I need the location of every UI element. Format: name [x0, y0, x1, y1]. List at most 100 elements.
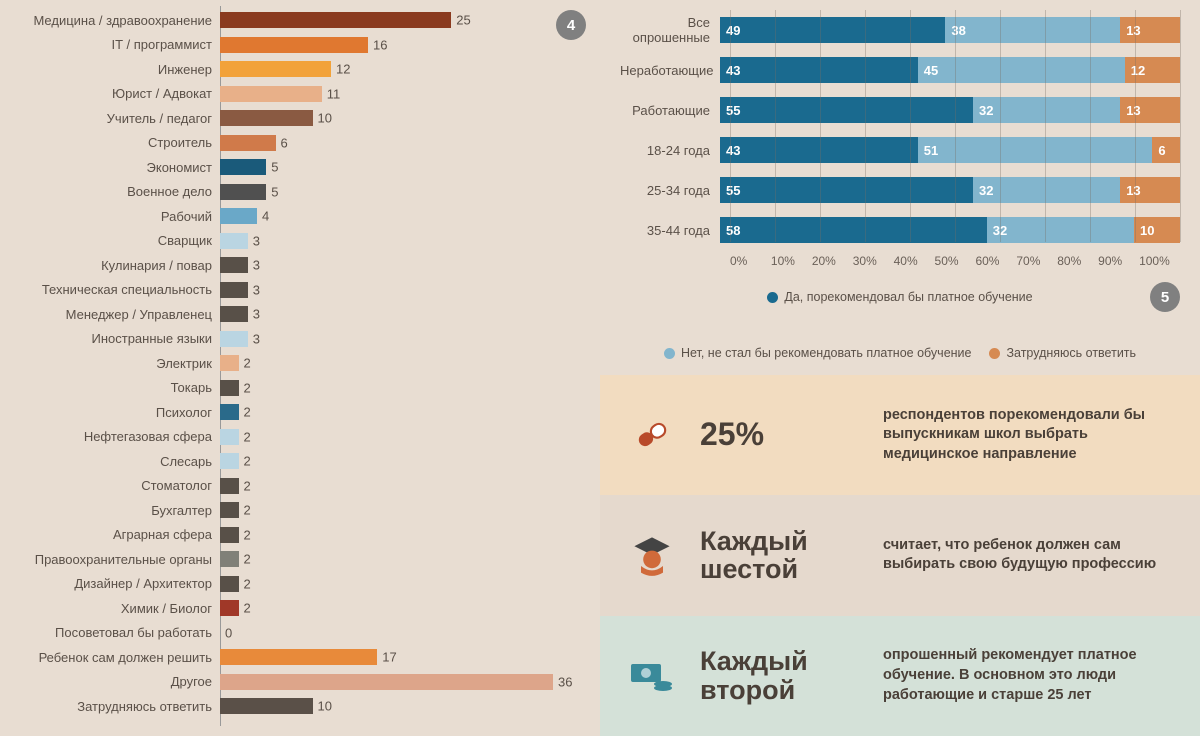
- legend-label: Нет, не стал бы рекомендовать платное об…: [681, 346, 972, 360]
- hbar-bar: 10: [220, 698, 313, 714]
- hbar-row: Техническая специальность3: [0, 278, 590, 303]
- hbar-value: 2: [239, 601, 251, 616]
- hbar-bar: 2: [220, 527, 239, 543]
- hbar-row: Военное дело5: [0, 180, 590, 205]
- info-text: опрошенный рекомендует платное обучение.…: [883, 646, 1178, 705]
- hbar-row: Слесарь2: [0, 449, 590, 474]
- hbar-value: 25: [451, 13, 470, 28]
- stacked-segment: 38: [945, 17, 1120, 43]
- stacked-segment: 32: [973, 97, 1120, 123]
- pill-icon: [622, 414, 682, 456]
- hbar-bar: 2: [220, 600, 239, 616]
- hbar-bar: 3: [220, 257, 248, 273]
- hbar-label: Инженер: [0, 62, 220, 77]
- hbar-bar: 2: [220, 551, 239, 567]
- stacked-bar: 493813: [720, 17, 1180, 43]
- hbar-row: Нефтегазовая сфера2: [0, 425, 590, 450]
- stacked-row: 35-44 года583210: [620, 210, 1180, 250]
- hbar-bar: 36: [220, 674, 553, 690]
- hbar-row: Строитель6: [0, 131, 590, 156]
- hbar-row: Юрист / Адвокат11: [0, 82, 590, 107]
- hbar-value: 0: [220, 625, 232, 640]
- hbar-row: Аграрная сфера2: [0, 523, 590, 548]
- stacked-legend: 5 Да, порекомендовал бы платное обучение…: [600, 280, 1200, 375]
- stacked-bar: 43516: [720, 137, 1180, 163]
- hbar-bar: 2: [220, 429, 239, 445]
- hbar-label: Учитель / педагог: [0, 111, 220, 126]
- gridline: [1090, 10, 1091, 242]
- legend-dot-icon: [989, 348, 1000, 359]
- legend-dot-icon: [664, 348, 675, 359]
- hbar-bar: 17: [220, 649, 377, 665]
- hbar-value: 2: [239, 405, 251, 420]
- hbar-value: 17: [377, 650, 396, 665]
- hbar-row: Учитель / педагог10: [0, 106, 590, 131]
- info-panel: 25%респондентов порекомендовали бы выпус…: [600, 375, 1200, 495]
- x-axis-tick: 80%: [1057, 254, 1098, 268]
- hbar-row: Менеджер / Управленец 3: [0, 302, 590, 327]
- hbar-row: IT / программист16: [0, 33, 590, 58]
- hbar-bar: 2: [220, 380, 239, 396]
- gridline: [865, 10, 866, 242]
- info-stat: Каждый шестой: [700, 527, 865, 584]
- gridline: [1000, 10, 1001, 242]
- hbar-label: Сварщик: [0, 233, 220, 248]
- hbar-bar: 3: [220, 331, 248, 347]
- right-column: Все опрошенные493813Неработающие434512Ра…: [600, 0, 1200, 736]
- hbar-label: Техническая специальность: [0, 282, 220, 297]
- hbar-value: 16: [368, 37, 387, 52]
- stacked-segment: 55: [720, 97, 973, 123]
- stacked-bar: 434512: [720, 57, 1180, 83]
- hbar-row: Экономист5: [0, 155, 590, 180]
- hbar-value: 2: [239, 429, 251, 444]
- legend-item: Затрудняюсь ответить: [989, 346, 1136, 360]
- hbar-row: Дизайнер / Архитектор2: [0, 572, 590, 597]
- hbar-value: 3: [248, 233, 260, 248]
- hbar-bar: 5: [220, 184, 266, 200]
- hbar-row: Сварщик 3: [0, 229, 590, 254]
- hbar-row: Электрик2: [0, 351, 590, 376]
- hbar-label: Юрист / Адвокат: [0, 86, 220, 101]
- stacked-segment: 13: [1120, 177, 1180, 203]
- stacked-segment: 6: [1152, 137, 1180, 163]
- stacked-bar: 553213: [720, 97, 1180, 123]
- hbar-value: 2: [239, 503, 251, 518]
- hbar-label: Военное дело: [0, 184, 220, 199]
- info-panels: 25%респондентов порекомендовали бы выпус…: [600, 375, 1200, 736]
- hbar-label: Строитель: [0, 135, 220, 150]
- hbar-value: 2: [239, 380, 251, 395]
- info-stat: Каждый второй: [700, 647, 865, 704]
- stacked-segment: 12: [1125, 57, 1180, 83]
- hbar-bar: 5: [220, 159, 266, 175]
- hbar-label: Стоматолог: [0, 478, 220, 493]
- hbar-label: Иностранные языки: [0, 331, 220, 346]
- x-axis-tick: 10%: [771, 254, 812, 268]
- stacked-segment: 45: [918, 57, 1125, 83]
- x-axis-tick: 20%: [812, 254, 853, 268]
- hbar-label: Менеджер / Управленец: [0, 307, 220, 322]
- stacked-segment: 51: [918, 137, 1153, 163]
- x-axis-tick: 50%: [935, 254, 976, 268]
- x-axis: 0%10%20%30%40%50%60%70%80%90%100%: [730, 254, 1180, 268]
- hbar-value: 3: [248, 331, 260, 346]
- stacked-row: Работающие553213: [620, 90, 1180, 130]
- info-text: респондентов порекомендовали бы выпускни…: [883, 406, 1178, 465]
- hbar-value: 3: [248, 307, 260, 322]
- hbar-value: 12: [331, 62, 350, 77]
- grad-icon: [622, 533, 682, 577]
- hbar-bar: 6: [220, 135, 276, 151]
- hbar-value: 2: [239, 527, 251, 542]
- legend-dot-icon: [767, 292, 778, 303]
- gridline: [820, 10, 821, 242]
- hbar-bar: 10: [220, 110, 313, 126]
- legend-item: Да, порекомендовал бы платное обучение: [767, 290, 1032, 304]
- hbar-label: Затрудняюсь ответить: [0, 699, 220, 714]
- chart-badge-4: 4: [556, 10, 586, 40]
- hbar-bar: 2: [220, 355, 239, 371]
- hbar-label: Психолог: [0, 405, 220, 420]
- stacked-segment: 32: [987, 217, 1134, 243]
- hbar-row: Ребенок сам должен решить17: [0, 645, 590, 670]
- stacked-row: 18-24 года43516: [620, 130, 1180, 170]
- x-axis-tick: 40%: [894, 254, 935, 268]
- hbar-value: 6: [276, 135, 288, 150]
